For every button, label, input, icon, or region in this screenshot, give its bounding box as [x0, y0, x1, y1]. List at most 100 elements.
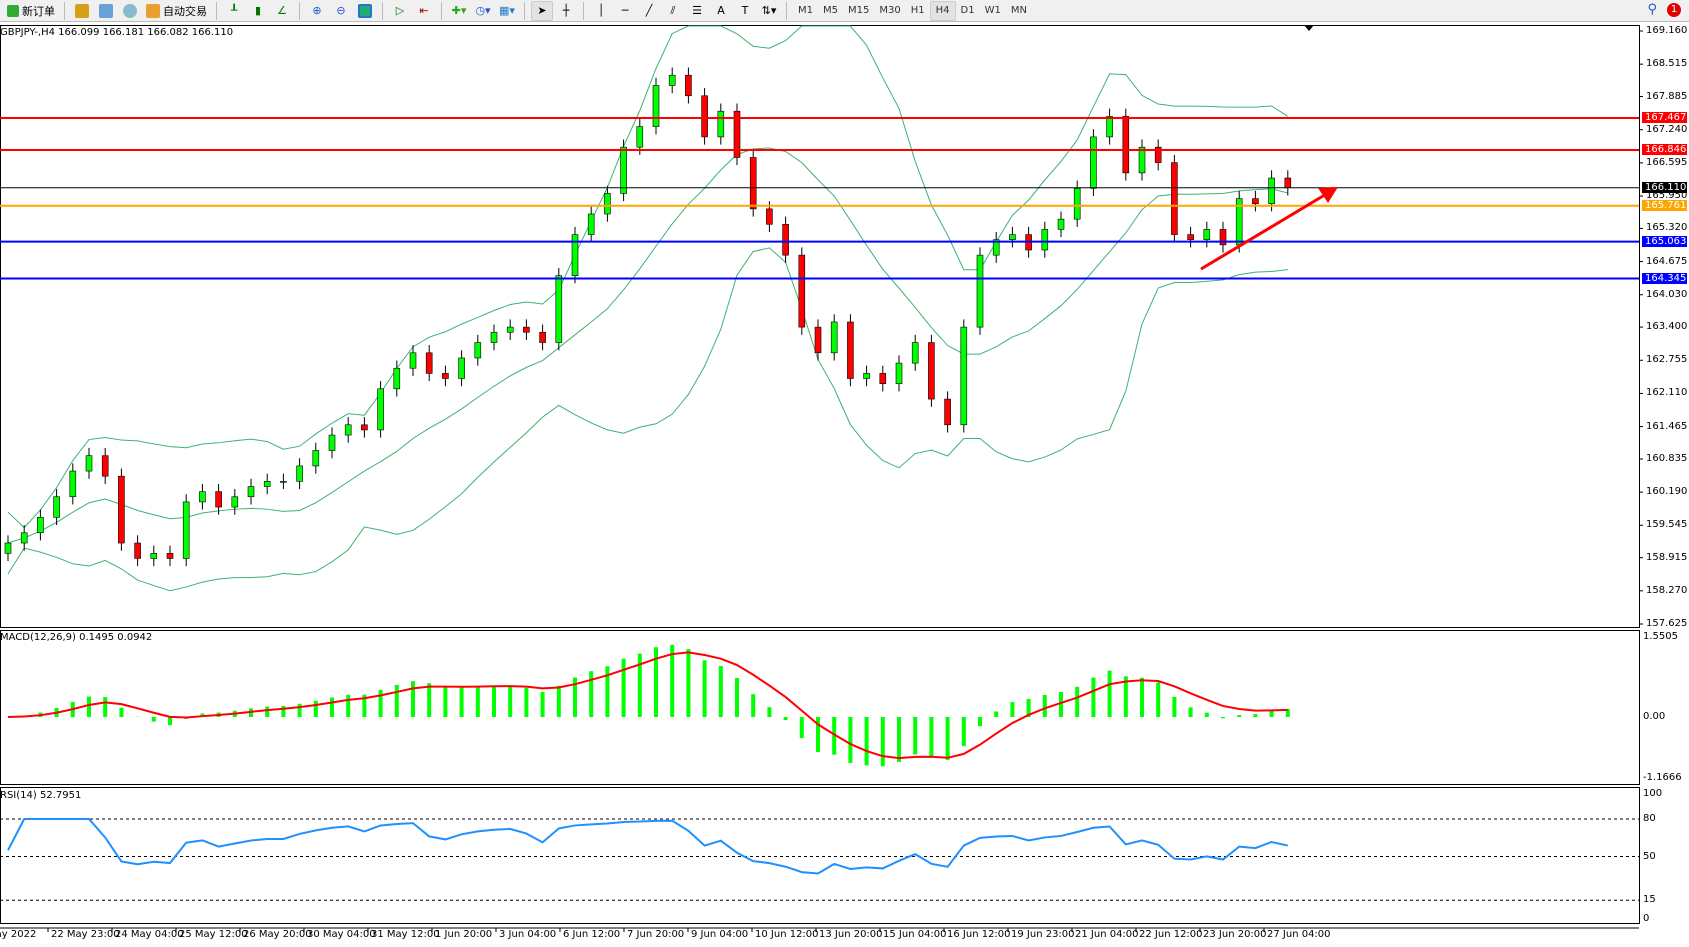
candle-body: [458, 357, 465, 379]
price-tick-label: 169.160: [1646, 25, 1688, 36]
candle-body: [20, 532, 28, 544]
zoom-out-icon: ⊖: [336, 4, 346, 17]
candle-body: [296, 465, 303, 482]
time-label: 10 Jun 12:00: [755, 929, 819, 940]
candle-body: [798, 254, 806, 328]
price-tick-label: 168.515: [1646, 58, 1688, 70]
templates-button[interactable]: ▦▾: [496, 1, 518, 21]
candle-body: [344, 424, 352, 436]
time-label: 26 May 20:00: [243, 929, 312, 940]
macd-histogram-bar: [394, 685, 399, 717]
macd-histogram-bar: [913, 717, 918, 755]
vertical-line-button[interactable]: │: [590, 1, 612, 21]
chart-shift-button[interactable]: ⇤: [413, 1, 435, 21]
timeframe-m5[interactable]: M5: [823, 5, 838, 16]
macd-histogram-bar: [994, 711, 999, 717]
candle-body: [231, 496, 239, 508]
candle-body: [393, 367, 401, 390]
macd-histogram-bar: [1285, 708, 1290, 717]
zoom-out-button[interactable]: ⊖: [330, 1, 352, 21]
candle-body: [604, 193, 611, 215]
price-tick-label: 157.625: [1646, 618, 1688, 629]
candle-body: [1203, 229, 1211, 241]
tile-windows-button[interactable]: [354, 1, 376, 21]
time-label: 15 Jun 04:00: [883, 929, 947, 940]
candle-body: [1171, 162, 1178, 235]
timeframe-m30[interactable]: M30: [879, 5, 901, 16]
equidistant-channel-button[interactable]: ⫽: [662, 1, 684, 21]
zoom-in-button[interactable]: ⊕: [306, 1, 328, 21]
timeframe-w1[interactable]: W1: [984, 5, 1001, 16]
autoscroll-button[interactable]: ▷: [389, 1, 411, 21]
candle-body: [263, 481, 271, 487]
timeframe-mn[interactable]: MN: [1010, 5, 1027, 16]
time-label: 23 Jun 20:00: [1203, 929, 1267, 940]
candle-body: [1057, 218, 1065, 230]
candle-body: [879, 373, 887, 384]
add-indicator-button[interactable]: ✚▾: [448, 1, 470, 21]
text-icon: A: [717, 4, 725, 17]
macd-histogram-bar: [151, 717, 156, 722]
auto-trading-button[interactable]: 自动交易: [143, 1, 210, 21]
timeframe-h1[interactable]: H1: [910, 5, 925, 16]
search-icon[interactable]: ⚲: [1647, 2, 1657, 17]
bar-chart-button[interactable]: ┸: [223, 1, 245, 21]
time-label: 3 Jun 04:00: [499, 929, 557, 940]
candle-body: [1284, 177, 1292, 189]
rsi-line: [7, 818, 1289, 875]
macd-histogram-bar: [1172, 696, 1177, 717]
arrows-icon: ⇅▾: [761, 4, 777, 17]
crosshair-button[interactable]: ┼: [555, 1, 577, 21]
macd-histogram-bar: [1026, 699, 1031, 717]
notification-badge[interactable]: 1: [1667, 2, 1681, 17]
zoom-in-icon: ⊕: [312, 4, 322, 17]
price-tick-label: 161.465: [1646, 420, 1688, 432]
price-level-tag: 165.761: [1642, 199, 1687, 211]
macd-tick-label: -1.1666: [1643, 772, 1682, 783]
price-tick-label: 162.755: [1646, 354, 1688, 366]
new-order-button[interactable]: 新订单: [4, 1, 58, 21]
trendline-button[interactable]: ╱: [638, 1, 660, 21]
macd-histogram-bar: [816, 717, 820, 753]
macd-histogram-bar: [702, 660, 707, 717]
candle-body: [701, 95, 708, 138]
candle-body: [652, 85, 660, 127]
fibonacci-button[interactable]: ☰: [686, 1, 708, 21]
market-watch-button[interactable]: [95, 1, 117, 21]
timeframe-d1[interactable]: D1: [960, 5, 975, 16]
timeframe-h4[interactable]: H4: [929, 0, 956, 21]
auto-trading-icon: [146, 3, 160, 18]
candlestick-button[interactable]: ▮: [247, 1, 269, 21]
timeframe-m1[interactable]: M1: [798, 5, 813, 16]
macd-histogram-bar: [265, 706, 270, 717]
candle-body: [280, 481, 287, 483]
macd-histogram-bar: [281, 705, 286, 717]
rsi-tick-label: 100: [1643, 788, 1663, 799]
time-label: 13 Jun 20:00: [819, 929, 883, 940]
macd-histogram-bar: [378, 689, 383, 717]
macd-histogram-bar: [783, 717, 788, 721]
macd-histogram-bar: [556, 685, 561, 717]
chart-header: GBPJPY-,H4 166.099 166.181 166.082 166.1…: [0, 27, 234, 38]
text-button[interactable]: A: [710, 1, 732, 21]
arrows-button[interactable]: ⇅▾: [758, 1, 780, 21]
cursor-button[interactable]: ➤: [531, 0, 553, 21]
candle-body: [425, 352, 433, 374]
macd-histogram-bar: [751, 694, 756, 717]
candle-body: [1073, 188, 1081, 220]
price-level-tag: 166.110: [1642, 181, 1687, 193]
autoscroll-icon: ▷: [395, 4, 405, 17]
horizontal-line-button[interactable]: ─: [614, 1, 636, 21]
history-button[interactable]: [71, 1, 93, 21]
price-tick-label: 163.400: [1646, 321, 1688, 333]
candle-body: [247, 486, 255, 498]
candle-body: [555, 275, 563, 343]
text-label-button[interactable]: T: [734, 1, 756, 21]
candle-body: [361, 424, 368, 431]
periods-button[interactable]: ◷▾: [472, 1, 494, 21]
timeframe-m15[interactable]: M15: [848, 5, 870, 16]
line-chart-button[interactable]: ∠: [271, 1, 293, 21]
candle-body: [474, 342, 482, 359]
signals-button[interactable]: [119, 1, 141, 21]
